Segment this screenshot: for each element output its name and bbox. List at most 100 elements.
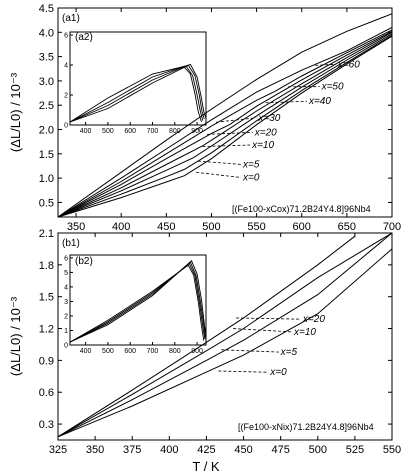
y-tick-label: 3.0 [39, 76, 54, 88]
x-tick-label: 325 [49, 444, 67, 456]
inset-y-tick-label: 0 [64, 123, 68, 130]
x-tick-label: 400 [160, 444, 178, 456]
inset-series-line [69, 261, 207, 343]
inset-frame [69, 31, 207, 126]
series-line-x-60 [57, 13, 393, 218]
y-tick-label: 0.6 [39, 387, 54, 399]
inset-y-tick-label: 4 [64, 63, 68, 70]
inset-y-tick-label: 3 [64, 299, 68, 306]
inset-a2-label: (a2) [75, 32, 93, 43]
plot-frame [57, 232, 393, 441]
series-line-x-5 [57, 34, 393, 218]
series-label-x-50: x=50 [321, 82, 344, 93]
plot-frame [57, 7, 393, 218]
series-line-x-20 [57, 31, 393, 218]
inset-series-line [69, 262, 206, 343]
y-axis-label: (ΔL/L0) / 10⁻³ [8, 296, 23, 376]
series-label-x-10: x=10 [293, 327, 316, 338]
inset-x-tick-label: 900 [191, 128, 203, 135]
inset-x-tick-label: 500 [102, 348, 114, 355]
series-leader-line [215, 117, 257, 123]
y-tick-label: 3.5 [39, 52, 54, 64]
series-line-x-20 [57, 235, 356, 438]
y-tick-label: 1.8 [39, 260, 54, 272]
series-label-x-20: x=20 [254, 127, 277, 138]
series-line-x-5 [57, 232, 393, 438]
inset-y-tick-label: 6 [64, 33, 68, 40]
panel-b1-alloy-label: [(Fe100-xNix)71.2B24Y4.8]96Nb4 [238, 422, 374, 432]
series-leader-line [202, 144, 251, 147]
inset-y-tick-label: 2 [64, 93, 68, 100]
x-tick-label: 425 [197, 444, 215, 456]
series-leader-line [265, 100, 307, 104]
inset-series-line [69, 64, 205, 123]
x-tick-label: 550 [383, 444, 401, 456]
inset-series-line [69, 264, 205, 343]
inset-b2-label: (b2) [75, 256, 93, 267]
series-label-x-5: x=5 [280, 347, 298, 358]
inset-x-tick-label: 400 [80, 348, 92, 355]
series-label-x-5: x=5 [242, 159, 260, 170]
x-tick-label: 375 [123, 444, 141, 456]
series-label-x-30: x=30 [257, 113, 280, 124]
x-tick-label: 650 [338, 221, 356, 233]
series-leader-line [236, 317, 301, 320]
inset-x-tick-label: 700 [147, 128, 159, 135]
series-label-x-20: x=20 [302, 314, 325, 325]
panel-a1-alloy-label: [(Fe100-xCox)71.2B24Y4.8]96Nb4 [232, 204, 371, 214]
x-tick-label: 475 [271, 444, 289, 456]
y-tick-label: 1.5 [39, 292, 54, 304]
series-leader-line [218, 370, 269, 373]
y-tick-label: 2.0 [39, 125, 54, 137]
inset-x-tick-label: 400 [80, 128, 92, 135]
inset-y-tick-label: 0 [64, 343, 68, 350]
series-line-x-10 [57, 33, 393, 218]
series-leader-line [315, 63, 336, 66]
series-label-x-0: x=0 [242, 173, 260, 184]
inset-series-line [69, 260, 207, 343]
series-label-x-0: x=0 [269, 367, 287, 378]
inset-x-tick-label: 800 [169, 128, 181, 135]
series-line-x-40 [57, 29, 393, 218]
inset-b2-chart: 400 500 600 700 800 900 0 1 2 3 4 5 6 (b2) [64, 254, 207, 355]
inset-x-tick-label: 800 [169, 348, 181, 355]
x-tick-label: 600 [293, 221, 311, 233]
inset-y-tick-label: 2 [64, 313, 68, 320]
series-label-x-40: x=40 [308, 96, 331, 107]
series-line-x-0 [57, 248, 393, 438]
inset-series-line [69, 63, 207, 123]
series-label-x-60: x=60 [337, 59, 360, 70]
series-leader-line [197, 160, 242, 165]
y-tick-label: 2.1 [39, 228, 54, 240]
series-leader-line [196, 171, 242, 178]
y-tick-label: 4.0 [39, 27, 54, 39]
inset-y-tick-label: 6 [64, 255, 68, 262]
series-line-x-50 [57, 26, 393, 218]
inset-x-tick-label: 600 [124, 128, 136, 135]
x-tick-label: 550 [247, 221, 265, 233]
x-tick-label: 400 [112, 221, 130, 233]
x-tick-label: 500 [202, 221, 220, 233]
y-tick-label: 0.3 [39, 419, 54, 431]
x-axis-label: T / K [192, 459, 220, 474]
panel-b1-chart: (b1) [(Fe100-xNix)71.2B24Y4.8]96Nb4 400 5… [8, 228, 401, 474]
series-line-x-10 [57, 232, 393, 438]
inset-x-tick-label: 700 [147, 348, 159, 355]
y-tick-label: 2.5 [39, 100, 54, 112]
y-axis-label: (ΔL/L0) / 10⁻³ [8, 72, 23, 152]
x-tick-label: 350 [67, 221, 85, 233]
x-tick-label: 700 [383, 221, 401, 233]
y-tick-label: 4.5 [39, 3, 54, 15]
inset-y-tick-label: 5 [64, 270, 68, 277]
y-tick-label: 1.2 [39, 324, 54, 336]
inset-series-line [69, 65, 204, 123]
x-tick-label: 450 [157, 221, 175, 233]
y-tick-label: 1.5 [39, 149, 54, 161]
inset-x-tick-label: 600 [124, 348, 136, 355]
inset-x-tick-label: 500 [102, 128, 114, 135]
panel-a1-chart: (a1) [(Fe100-xCox)71.2B24Y4.8]96Nb4 400 5… [8, 3, 401, 233]
x-tick-label: 450 [234, 444, 252, 456]
y-tick-label: 0.5 [39, 197, 54, 209]
inset-x-tick-label: 900 [191, 348, 203, 355]
